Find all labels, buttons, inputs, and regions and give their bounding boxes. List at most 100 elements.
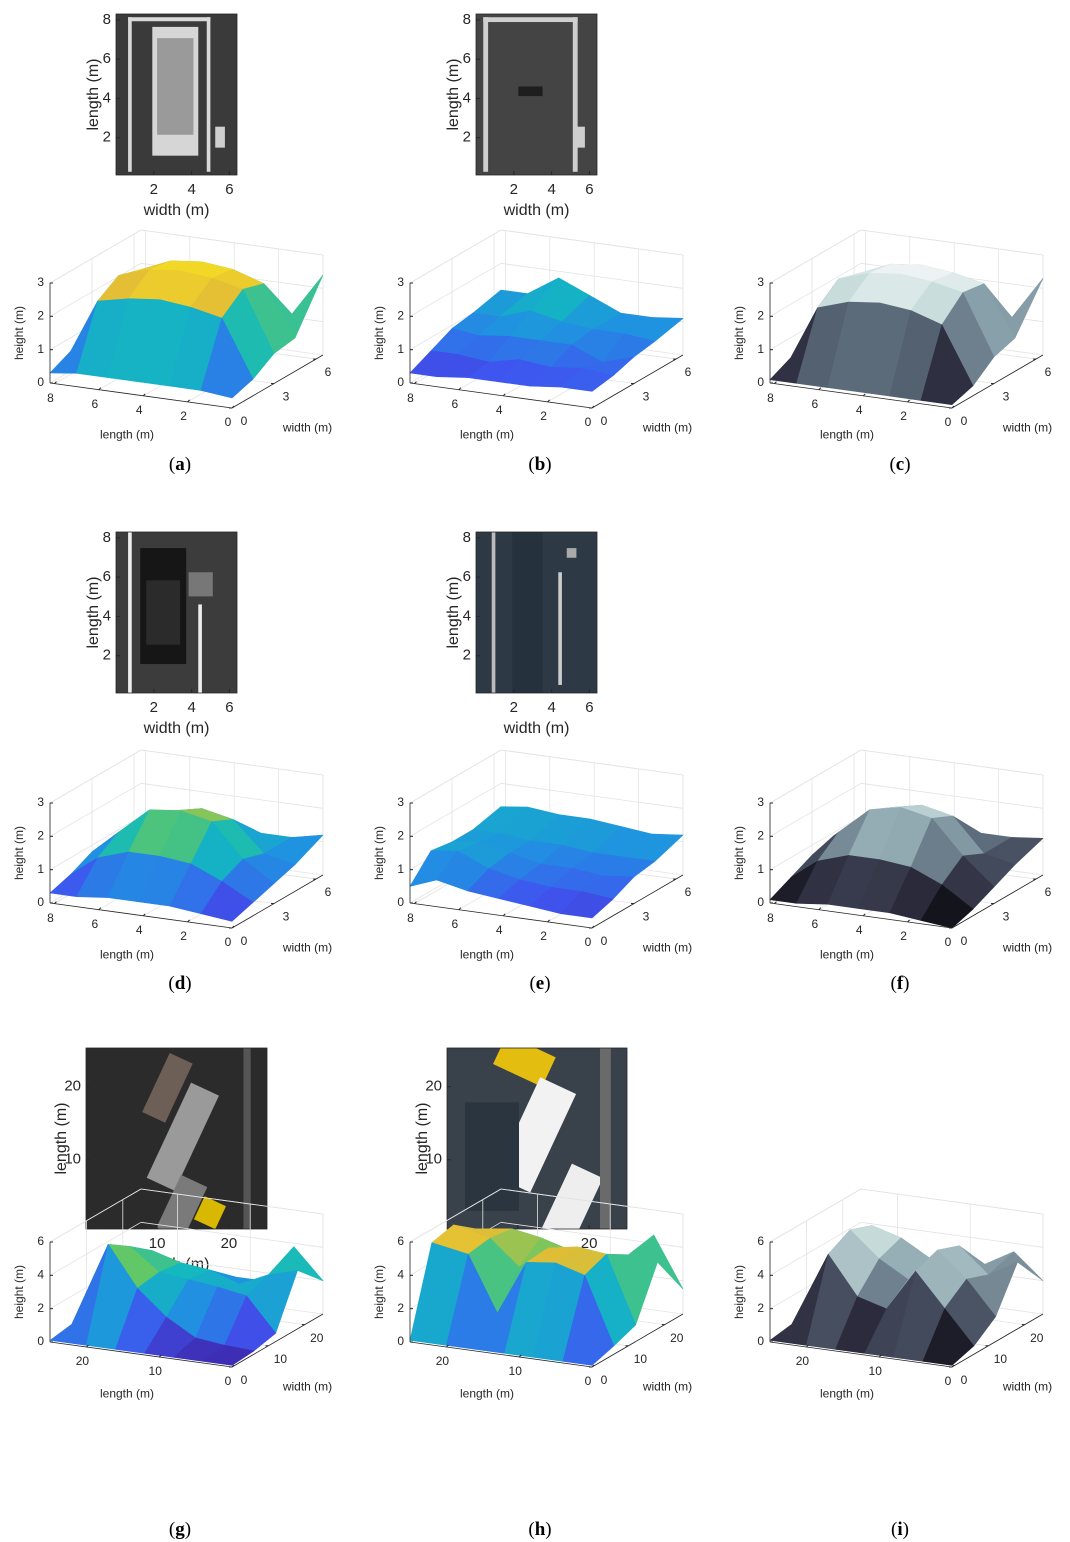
y-tick-label: 0 [961, 414, 968, 428]
y-axis-label: width (m) [1002, 1380, 1052, 1394]
z-tick-label: 6 [397, 1234, 404, 1248]
x-tick [99, 908, 101, 910]
y-axis-label: width (m) [1002, 941, 1052, 955]
x-tick-label: 0 [585, 1374, 592, 1388]
y-tick-label: 8 [463, 11, 471, 28]
x-tick-label: 0 [585, 415, 592, 429]
x-tick-label: 6 [225, 699, 233, 716]
x-tick [143, 914, 145, 916]
x-tick [232, 926, 234, 928]
photo-object [483, 17, 488, 172]
x-tick [459, 908, 461, 910]
photo-object [146, 580, 180, 644]
y-tick-label: 6 [685, 885, 692, 899]
x-tick-label: 8 [47, 911, 54, 925]
x-tick [908, 400, 910, 402]
photo-object [207, 17, 211, 172]
z-tick-label: 1 [37, 862, 44, 876]
x-tick-label: 0 [945, 415, 952, 429]
y-axis-label: width (m) [642, 421, 692, 435]
x-tick [54, 902, 56, 904]
x-tick-label: 4 [547, 699, 555, 716]
x-tick [188, 400, 190, 402]
z-tick-label: 1 [757, 862, 764, 876]
x-tick-label: 2 [510, 699, 518, 716]
y-tick-label: 0 [601, 934, 608, 948]
image-panel: 2462468width (m)length (m) [445, 529, 597, 737]
z-axis-label: height (m) [732, 306, 746, 360]
x-tick [548, 400, 550, 402]
x-tick [414, 382, 416, 384]
caption: (h) [528, 1519, 551, 1540]
x-tick-label: 4 [187, 699, 195, 716]
x-tick-label: 2 [900, 409, 907, 423]
caption: (a) [169, 454, 191, 475]
image-panel: 2462468width (m)length (m) [85, 11, 237, 219]
x-tick [819, 388, 821, 390]
x-tick [503, 394, 505, 396]
y-tick-label: 20 [64, 1078, 81, 1095]
x-tick-label: 2 [180, 929, 187, 943]
x-axis-label: length (m) [100, 428, 154, 442]
x-tick-label: 4 [547, 181, 555, 198]
x-tick-label: 0 [225, 415, 232, 429]
z-tick-label: 4 [397, 1268, 404, 1282]
box-edge [410, 750, 501, 803]
photo-object [128, 532, 132, 693]
photo-object [573, 17, 578, 172]
photo-object [243, 1048, 250, 1229]
x-tick-label: 4 [187, 181, 195, 198]
x-tick-label: 10 [869, 1364, 883, 1378]
x-tick-label: 20 [436, 1354, 450, 1368]
z-axis-label: height (m) [12, 826, 26, 880]
z-tick-label: 2 [37, 1301, 44, 1315]
photo-object [512, 532, 542, 693]
caption: (c) [889, 454, 910, 475]
x-tick-label: 0 [945, 935, 952, 949]
z-tick-label: 2 [397, 829, 404, 843]
x-tick-label: 2 [150, 181, 158, 198]
caption: (d) [168, 973, 191, 994]
x-axis-label: length (m) [460, 1387, 514, 1401]
x-axis-label: width (m) [143, 720, 210, 737]
y-axis-label: length (m) [445, 576, 462, 648]
z-tick-label: 0 [397, 1334, 404, 1348]
x-tick [774, 382, 776, 384]
z-tick-label: 1 [37, 342, 44, 356]
y-tick-label: 0 [601, 414, 608, 428]
y-tick-label: 0 [961, 1373, 968, 1387]
x-tick [143, 394, 145, 396]
wall-grid-line [141, 783, 323, 808]
y-tick-label: 0 [961, 934, 968, 948]
x-tick-label: 6 [451, 397, 458, 411]
photo-object [567, 548, 577, 558]
y-axis-label: length (m) [445, 58, 462, 130]
x-tick-label: 6 [91, 397, 98, 411]
x-tick-label: 2 [540, 929, 547, 943]
photo-object [198, 604, 202, 693]
y-tick-label: 4 [463, 607, 471, 624]
y-axis-label: length (m) [414, 1102, 431, 1174]
z-tick-label: 2 [757, 1301, 764, 1315]
y-tick-label: 3 [283, 910, 290, 924]
z-axis-label: height (m) [372, 306, 386, 360]
box-edge [141, 750, 323, 775]
y-axis-label: width (m) [1002, 421, 1052, 435]
x-tick [774, 902, 776, 904]
x-tick [863, 914, 865, 916]
x-axis-label: width (m) [143, 202, 210, 219]
y-tick-label: 6 [463, 568, 471, 585]
x-axis-label: length (m) [100, 1387, 154, 1401]
y-tick-label: 20 [310, 1331, 324, 1345]
caption: (g) [169, 1519, 191, 1540]
caption: (b) [528, 454, 551, 475]
y-tick-label: 20 [1030, 1331, 1044, 1345]
z-tick-label: 1 [397, 862, 404, 876]
y-tick-label: 2 [103, 647, 111, 664]
y-tick-label: 6 [103, 568, 111, 585]
x-tick-label: 10 [149, 1235, 166, 1252]
y-tick-label: 3 [1003, 390, 1010, 404]
y-tick-label: 0 [601, 1373, 608, 1387]
